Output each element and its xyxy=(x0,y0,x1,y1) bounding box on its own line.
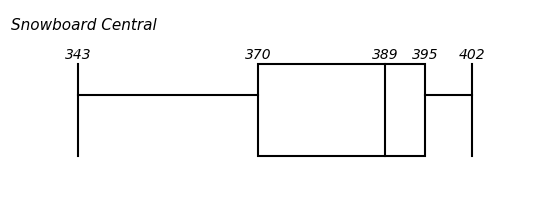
Text: 402: 402 xyxy=(459,48,486,62)
Bar xyxy=(258,64,425,156)
Text: 395: 395 xyxy=(412,48,439,62)
Text: Snowboard Central: Snowboard Central xyxy=(11,18,157,33)
Text: 343: 343 xyxy=(64,48,91,62)
Text: 370: 370 xyxy=(245,48,272,62)
Text: 389: 389 xyxy=(372,48,399,62)
